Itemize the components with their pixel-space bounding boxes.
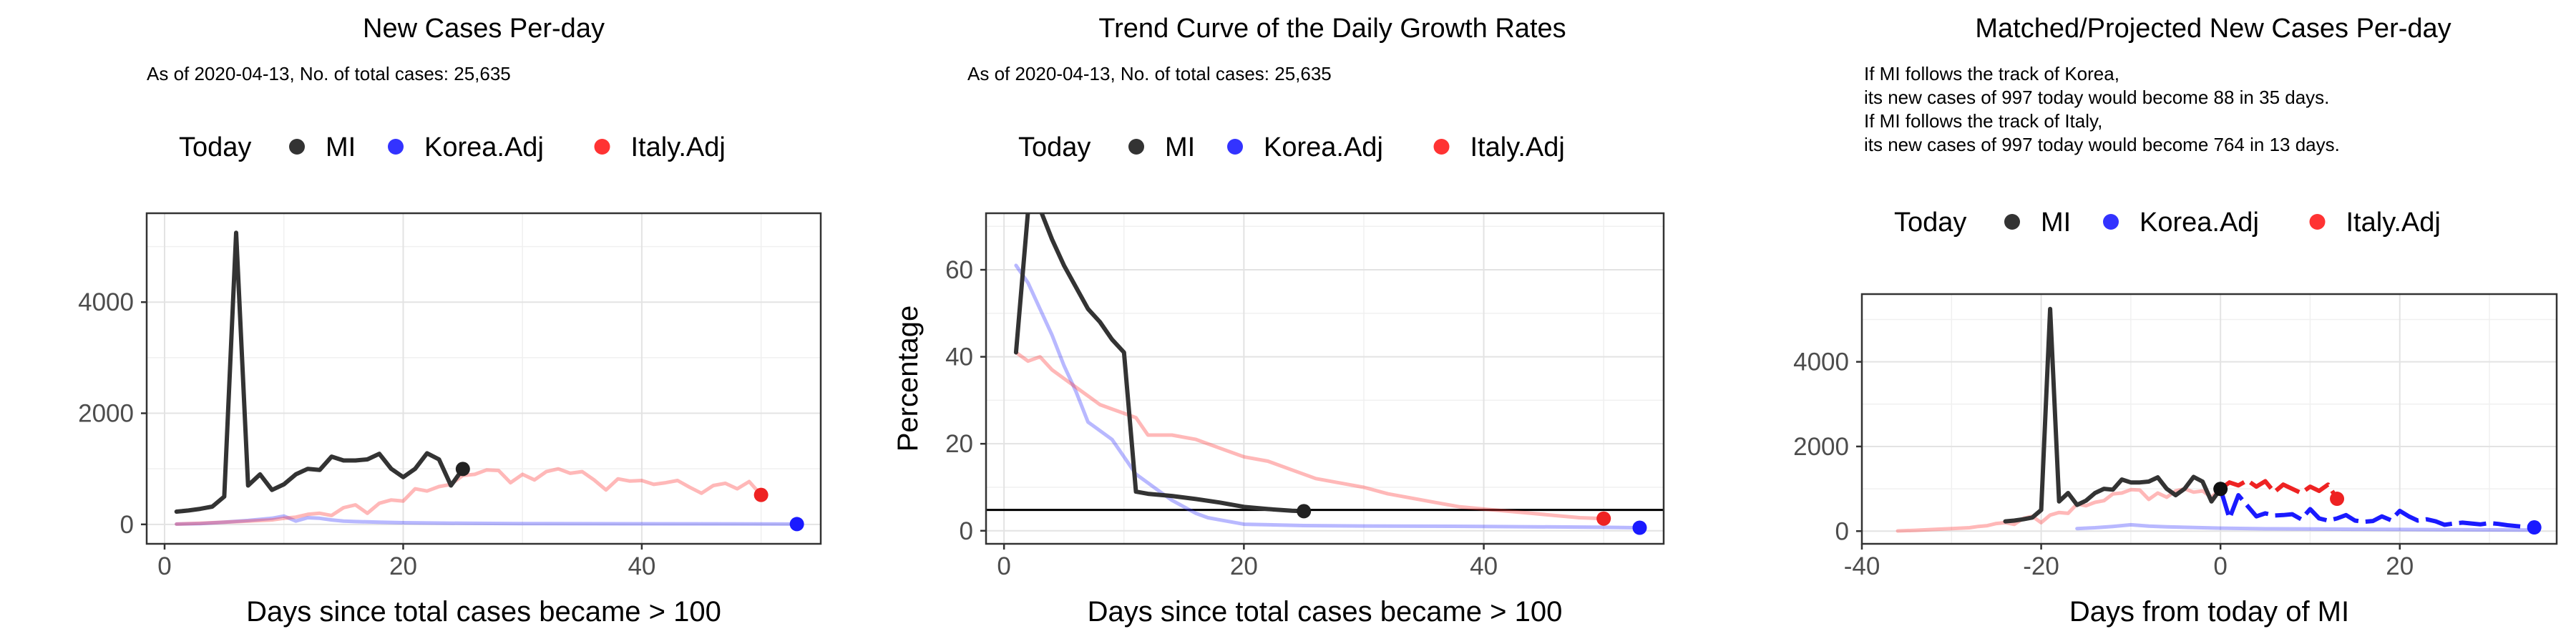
today-point-korea-adj xyxy=(2527,520,2542,535)
legend: Today MI Korea.Adj Italy.Adj xyxy=(1894,208,2441,238)
chart-panel-1: New Cases Per-day As of 2020-04-13, No. o… xyxy=(78,14,822,628)
x-tick-label: 20 xyxy=(1230,552,1258,580)
chart-title: Matched/Projected New Cases Per-day xyxy=(1975,14,2451,44)
x-tick-label: 20 xyxy=(389,552,417,580)
series-line-italy-adj xyxy=(175,467,763,526)
plot-border xyxy=(145,212,822,545)
legend-label: MI xyxy=(326,132,356,162)
plot-data xyxy=(1896,306,2537,533)
today-point-mi xyxy=(1297,504,1312,519)
chart-subtitle-line: As of 2020-04-13, No. of total cases: 25… xyxy=(147,63,511,84)
legend-label: Italy.Adj xyxy=(1470,132,1565,162)
legend-label: Korea.Adj xyxy=(2140,208,2259,238)
y-axis-label: Percentage xyxy=(892,306,924,452)
today-point-korea-adj xyxy=(1632,520,1647,535)
plot-border xyxy=(985,212,1665,545)
y-tick-label: 0 xyxy=(960,517,973,545)
legend: Today MI Korea.Adj Italy.Adj xyxy=(179,132,726,162)
plot-data xyxy=(174,230,799,526)
x-tick-label: 40 xyxy=(628,552,655,580)
legend-key-korea-adj xyxy=(388,139,404,155)
x-tick-label: 0 xyxy=(997,552,1010,580)
legend-key-italy-adj xyxy=(2309,214,2326,230)
legend-label: Italy.Adj xyxy=(631,132,726,162)
legend-title: Today xyxy=(1894,208,1966,238)
x-tick-label: 40 xyxy=(1470,552,1498,580)
chart-title: New Cases Per-day xyxy=(363,14,605,44)
x-axis-label: Days since total cases became > 100 xyxy=(246,596,721,628)
plot-background xyxy=(147,213,821,544)
x-tick-label: 20 xyxy=(2386,552,2414,580)
legend: Today MI Korea.Adj Italy.Adj xyxy=(1018,132,1565,162)
today-point-italy-adj xyxy=(753,487,769,502)
legend-key-italy-adj xyxy=(1433,139,1450,155)
chart-subtitle-line: If MI follows the track of Korea, xyxy=(1864,63,2119,84)
legend-key-mi xyxy=(2004,214,2020,230)
plot-border xyxy=(1860,293,2558,545)
x-axis-label: Days since total cases became > 100 xyxy=(1088,596,1563,628)
chart-subtitle-line: If MI follows the track of Italy, xyxy=(1864,110,2102,132)
y-tick-label: 2000 xyxy=(78,400,134,428)
x-axis-label: Days from today of MI xyxy=(2069,596,2349,628)
x-tick-label: 0 xyxy=(157,552,171,580)
y-tick-label: 4000 xyxy=(78,288,134,316)
today-point-mi xyxy=(455,462,470,477)
legend-key-korea-adj xyxy=(2103,214,2119,230)
series-line-korea-adj-projected xyxy=(2218,488,2534,530)
chart-title: Trend Curve of the Daily Growth Rates xyxy=(1098,14,1566,44)
legend-label: MI xyxy=(2041,208,2071,238)
x-tick-label: -40 xyxy=(1844,552,1880,580)
legend-label: Korea.Adj xyxy=(1264,132,1383,162)
legend-key-mi xyxy=(1128,139,1144,155)
series-line-korea-adj xyxy=(1014,263,1641,530)
y-tick-label: 40 xyxy=(945,343,973,371)
series-line-italy-adj xyxy=(1014,351,1606,521)
legend-label: Italy.Adj xyxy=(2346,208,2441,238)
today-point-italy-adj xyxy=(1596,511,1611,526)
grid xyxy=(986,213,1664,544)
series-line-mi xyxy=(2003,306,2223,524)
legend-key-italy-adj xyxy=(594,139,610,155)
today-point-mi xyxy=(2213,482,2228,497)
legend-label: MI xyxy=(1165,132,1195,162)
series-line-mi xyxy=(174,230,465,514)
chart-subtitle-line: its new cases of 997 today would become … xyxy=(1864,134,2340,155)
legend-key-korea-adj xyxy=(1227,139,1243,155)
today-point-italy-adj xyxy=(2330,492,2345,507)
legend-key-mi xyxy=(289,139,305,155)
y-tick-label: 20 xyxy=(945,430,973,458)
series-line-korea-adj xyxy=(175,514,799,526)
x-tick-label: 0 xyxy=(2213,552,2227,580)
legend-title: Today xyxy=(179,132,251,162)
series-line-italy-adj-projected xyxy=(2219,478,2339,500)
x-tick-label: -20 xyxy=(2023,552,2059,580)
legend-label: Korea.Adj xyxy=(424,132,544,162)
y-tick-label: 0 xyxy=(120,511,134,539)
series-line-korea-adj-matched xyxy=(2075,522,2537,532)
chart-subtitle-line: As of 2020-04-13, No. of total cases: 25… xyxy=(967,63,1332,84)
y-tick-label: 2000 xyxy=(1793,433,1849,461)
plot-background xyxy=(986,213,1664,544)
chart-panel-2: Trend Curve of the Daily Growth Rates As … xyxy=(892,14,1665,628)
grid xyxy=(147,213,821,544)
legend-title: Today xyxy=(1018,132,1091,162)
y-tick-label: 0 xyxy=(1835,517,1849,545)
y-tick-label: 60 xyxy=(945,256,973,284)
chart-subtitle-line: its new cases of 997 today would become … xyxy=(1864,87,2329,108)
chart-panel-3: Matched/Projected New Cases Per-day If MI… xyxy=(1793,14,2558,628)
y-tick-label: 4000 xyxy=(1793,348,1849,376)
today-point-korea-adj xyxy=(789,517,804,532)
plot-background xyxy=(1862,294,2557,544)
